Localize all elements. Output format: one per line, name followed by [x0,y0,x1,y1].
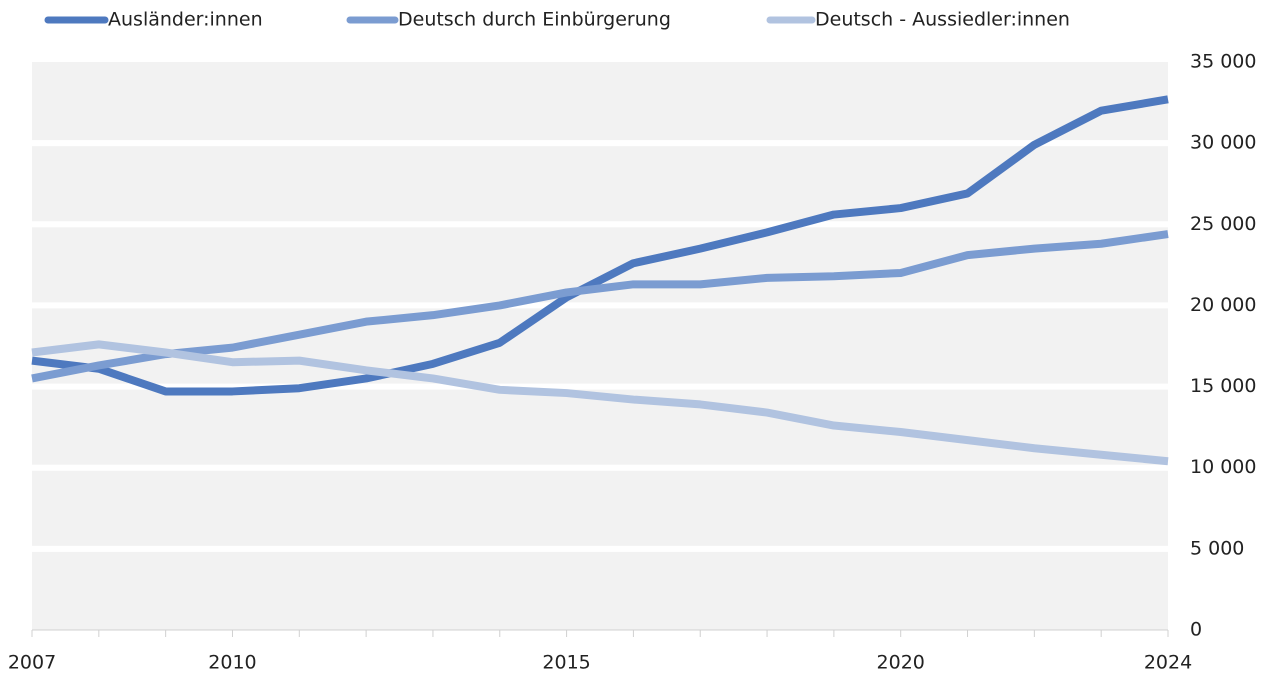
y-tick-label: 15 000 [1190,375,1256,397]
x-tick-label: 2007 [8,652,56,673]
x-tick-label: 2015 [542,652,590,673]
line-series [31,230,1169,383]
x-tick-label: 2024 [1144,652,1192,673]
plot-background [32,62,1168,630]
legend-label: Deutsch durch Einbürgerung [398,9,671,31]
y-tick-label: 5 000 [1190,537,1244,559]
y-tick-label: 10 000 [1190,456,1256,478]
line-series [31,95,1169,396]
legend-label: Ausländer:innen [108,9,263,31]
y-tick-label: 20 000 [1190,294,1256,316]
y-tick-label: 25 000 [1190,213,1256,235]
line-series [31,340,1169,466]
y-tick-label: 30 000 [1190,132,1256,154]
x-tick-label: 2010 [208,652,256,673]
y-tick-label: 0 [1190,619,1202,641]
legend-label: Deutsch - Aussiedler:innen [815,9,1070,31]
y-tick-label: 35 000 [1190,51,1256,73]
x-tick-label: 2020 [877,652,925,673]
